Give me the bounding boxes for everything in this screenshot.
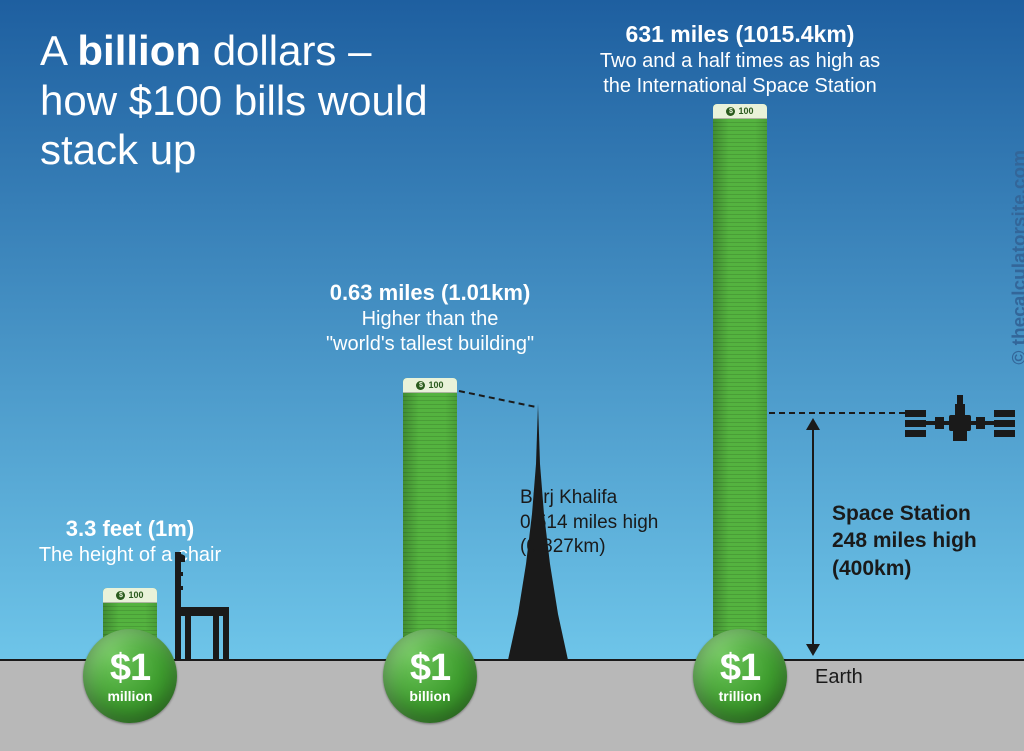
amount-badge: $1 billion bbox=[383, 629, 477, 723]
height-arrow bbox=[812, 428, 814, 644]
arrow-head-down-icon bbox=[806, 644, 820, 656]
chair-silhouette bbox=[169, 552, 239, 665]
earth-label: Earth bbox=[815, 664, 863, 690]
money-stack: $100 bbox=[713, 104, 767, 660]
amount-badge: $1 million bbox=[83, 629, 177, 723]
top-bill: $100 bbox=[103, 588, 157, 603]
top-bill: $100 bbox=[403, 378, 457, 393]
dash-line bbox=[769, 412, 905, 414]
money-stack: $100 bbox=[403, 378, 457, 660]
chair-icon bbox=[169, 552, 239, 660]
iss-caption: Space Station248 miles high(400km) bbox=[832, 500, 977, 582]
amount-badge: $1 trillion bbox=[693, 629, 787, 723]
infographic-stage: A billion dollars –how $100 bills woulds… bbox=[0, 0, 1024, 751]
main-title: A billion dollars –how $100 bills woulds… bbox=[40, 26, 428, 175]
top-bill: $100 bbox=[713, 104, 767, 119]
iss-silhouette bbox=[905, 395, 1015, 455]
attribution: © thecalculatorsite.com bbox=[1010, 150, 1024, 365]
burj-caption: Burj Khalifa0.514 miles high(0.827km) bbox=[520, 486, 658, 560]
iss-icon bbox=[905, 395, 1015, 450]
arrow-head-up-icon bbox=[806, 418, 820, 430]
